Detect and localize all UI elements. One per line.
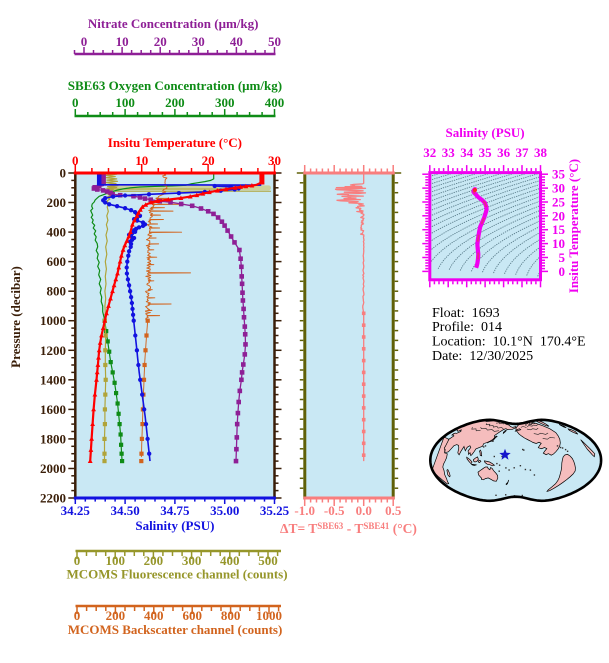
svg-text:MCOMS Backscatter channel (cou: MCOMS Backscatter channel (counts) [68, 622, 283, 637]
svg-text:30: 30 [268, 153, 281, 168]
svg-text:400: 400 [220, 553, 240, 568]
svg-text:400: 400 [144, 608, 164, 623]
svg-text:34.50: 34.50 [110, 503, 139, 518]
svg-text:50: 50 [268, 34, 281, 49]
svg-text:35: 35 [552, 167, 566, 182]
svg-text:1800: 1800 [40, 431, 66, 446]
svg-text:0.5: 0.5 [385, 503, 402, 518]
svg-text:10: 10 [135, 153, 148, 168]
svg-text:0: 0 [559, 264, 566, 279]
svg-text:200: 200 [165, 95, 185, 110]
svg-text:10: 10 [116, 34, 129, 49]
svg-text:0: 0 [74, 608, 81, 623]
svg-text:1600: 1600 [40, 402, 66, 417]
svg-text:SBE63 Oxygen Concentration (μm: SBE63 Oxygen Concentration (μm/kg) [68, 78, 282, 93]
svg-text:25: 25 [552, 195, 566, 210]
svg-text:Float: 1693: Float: 1693 [432, 306, 500, 321]
svg-text:Insitu Temperature (°C): Insitu Temperature (°C) [566, 159, 581, 293]
svg-text:5: 5 [559, 250, 566, 265]
svg-text:200: 200 [106, 608, 126, 623]
svg-text:35.00: 35.00 [210, 503, 239, 518]
svg-text:1000: 1000 [40, 313, 66, 328]
svg-text:20: 20 [154, 34, 167, 49]
svg-text:Location: 10.1°N 170.4°E: Location: 10.1°N 170.4°E [432, 335, 586, 350]
svg-text:Salinity (PSU): Salinity (PSU) [446, 125, 525, 140]
svg-text:34.75: 34.75 [160, 503, 190, 518]
svg-text:Nitrate Concentration (μm/kg): Nitrate Concentration (μm/kg) [88, 16, 259, 31]
svg-text:-0.5: -0.5 [324, 503, 345, 518]
svg-text:Salinity (PSU): Salinity (PSU) [135, 518, 214, 533]
svg-text:-1.0: -1.0 [294, 503, 315, 518]
svg-text:36: 36 [497, 145, 511, 160]
svg-text:Profile: 014: Profile: 014 [432, 320, 502, 335]
svg-text:800: 800 [47, 284, 67, 299]
svg-text:Date: 12/30/2025: Date: 12/30/2025 [432, 349, 533, 364]
svg-text:400: 400 [47, 225, 67, 240]
svg-text:500: 500 [258, 553, 278, 568]
svg-text:1200: 1200 [40, 343, 66, 358]
svg-text:MCOMS Fluorescence channel (co: MCOMS Fluorescence channel (counts) [66, 567, 287, 582]
svg-text:30: 30 [192, 34, 205, 49]
svg-text:0: 0 [74, 553, 81, 568]
svg-text:1000: 1000 [256, 608, 282, 623]
svg-text:2200: 2200 [40, 491, 66, 506]
svg-text:300: 300 [182, 553, 202, 568]
svg-text:100: 100 [115, 95, 135, 110]
svg-text:34: 34 [460, 145, 474, 160]
svg-text:300: 300 [215, 95, 235, 110]
svg-text:1400: 1400 [40, 372, 66, 387]
svg-text:20: 20 [552, 208, 565, 223]
svg-text:34.25: 34.25 [61, 503, 91, 518]
svg-text:20: 20 [202, 153, 215, 168]
svg-text:32: 32 [423, 145, 436, 160]
svg-text:400: 400 [265, 95, 285, 110]
svg-text:Pressure (decibar): Pressure (decibar) [8, 266, 23, 368]
svg-text:600: 600 [47, 254, 67, 269]
svg-text:30: 30 [552, 181, 565, 196]
svg-text:200: 200 [47, 195, 67, 210]
svg-text:37: 37 [516, 145, 530, 160]
svg-text:800: 800 [221, 608, 241, 623]
svg-text:ΔT= TSBE63 - TSBE41 (°C): ΔT= TSBE63 - TSBE41 (°C) [280, 521, 417, 536]
svg-text:0: 0 [60, 166, 67, 181]
svg-text:40: 40 [230, 34, 243, 49]
svg-text:38: 38 [534, 145, 548, 160]
svg-text:35: 35 [479, 145, 493, 160]
svg-text:0: 0 [72, 153, 79, 168]
svg-text:0.0: 0.0 [356, 503, 372, 518]
svg-text:15: 15 [552, 222, 566, 237]
svg-text:33: 33 [442, 145, 456, 160]
svg-text:200: 200 [144, 553, 164, 568]
svg-text:0: 0 [81, 34, 88, 49]
svg-text:35.25: 35.25 [260, 503, 290, 518]
svg-text:600: 600 [182, 608, 202, 623]
svg-text:100: 100 [105, 553, 125, 568]
svg-text:10: 10 [552, 236, 565, 251]
svg-text:Insitu Temperature (°C): Insitu Temperature (°C) [108, 135, 242, 150]
svg-text:2000: 2000 [40, 461, 66, 476]
svg-text:0: 0 [72, 95, 79, 110]
